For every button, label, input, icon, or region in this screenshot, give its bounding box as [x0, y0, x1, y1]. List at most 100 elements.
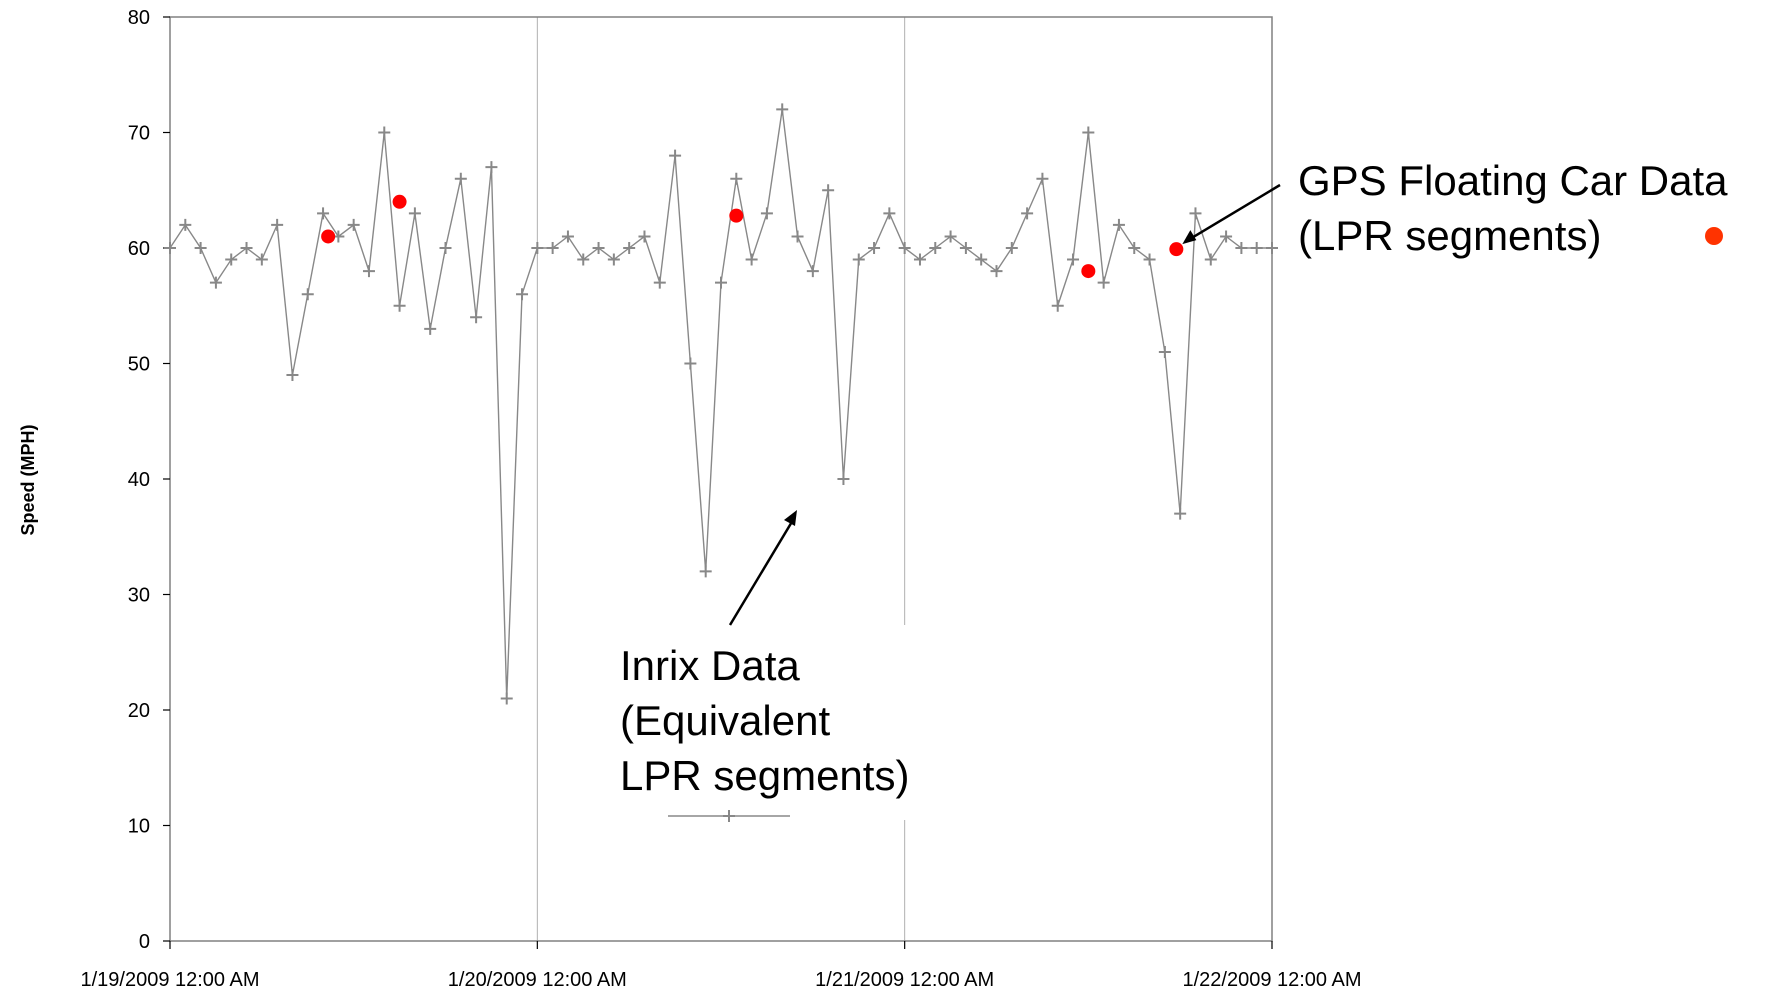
inrix-point [607, 253, 620, 266]
inrix-point [531, 242, 544, 254]
y-tick-label: 50 [128, 354, 150, 376]
inrix-point [546, 242, 559, 254]
inrix-point [500, 692, 513, 705]
inrix-point [1082, 126, 1095, 139]
inrix-point [1128, 242, 1141, 254]
inrix-arrow [728, 519, 795, 626]
inrix-point [837, 473, 850, 485]
inrix-point [1189, 207, 1202, 220]
inrix-point [1266, 242, 1278, 254]
y-axis-title: Speed (MPH) [18, 424, 38, 535]
inrix-point [699, 565, 712, 578]
inrix-point [561, 230, 574, 243]
inrix-point [362, 265, 375, 278]
inrix-point [1204, 253, 1217, 266]
y-tick-label: 30 [128, 585, 150, 607]
inrix-point [1005, 242, 1018, 254]
x-tick-label: 1/21/2009 12:00 AM [815, 969, 994, 990]
gps-point [1169, 242, 1184, 257]
inrix-point [179, 218, 192, 231]
inrix-point [1097, 276, 1110, 289]
inrix-point [194, 242, 207, 254]
inrix-arrow-head [784, 510, 797, 526]
inrix-point [408, 207, 421, 220]
inrix-point [255, 253, 268, 266]
inrix-point [883, 207, 896, 220]
gps-point [321, 229, 336, 244]
x-tick-label: 1/22/2009 12:00 AM [1182, 969, 1361, 990]
gps-annotation-line: GPS Floating Car Data [1298, 157, 1728, 204]
inrix-point [990, 265, 1003, 278]
x-tick-label: 1/20/2009 12:00 AM [448, 969, 627, 990]
inrix-point [424, 322, 437, 335]
inrix-point [485, 161, 498, 174]
inrix-annotation-line: (Equivalent [620, 697, 830, 744]
inrix-point [164, 242, 176, 254]
y-tick-label: 40 [128, 469, 150, 491]
chart-axes [163, 16, 1273, 949]
inrix-point [1143, 253, 1156, 266]
inrix-point [317, 207, 330, 220]
inrix-point [745, 253, 758, 266]
inrix-point [638, 230, 651, 243]
inrix-point [684, 357, 697, 370]
inrix-point [592, 242, 605, 254]
inrix-point [776, 103, 789, 116]
gps-annotation-line: (LPR segments) [1298, 212, 1601, 259]
y-tick-label: 20 [128, 700, 150, 722]
inrix-point [454, 172, 467, 185]
inrix-point [669, 149, 682, 162]
inrix-point [1051, 299, 1064, 312]
inrix-point [868, 242, 881, 254]
inrix-point [806, 265, 819, 278]
inrix-annotation-bg [600, 625, 920, 820]
inrix-series [164, 103, 1278, 705]
gps-point [729, 208, 744, 223]
inrix-point [822, 184, 835, 197]
y-tick-labels: 0 10 20 30 40 50 60 70 80 [128, 7, 150, 953]
inrix-point [286, 369, 299, 382]
inrix-point [929, 242, 942, 254]
inrix-point [378, 126, 391, 139]
inrix-point [470, 311, 483, 324]
inrix-annotation-line: Inrix Data [620, 642, 800, 689]
inrix-point [393, 299, 406, 312]
gps-arrow-head [1182, 230, 1197, 245]
inrix-point [760, 207, 773, 220]
gps-series [321, 194, 1184, 279]
inrix-line [169, 109, 1272, 699]
inrix-point [959, 242, 972, 254]
inrix-point [898, 242, 911, 254]
inrix-legend-marker [723, 810, 735, 822]
y-tick-label: 10 [128, 816, 150, 838]
inrix-point [1220, 230, 1233, 243]
inrix-point [225, 253, 238, 266]
inrix-point [1112, 218, 1125, 231]
inrix-point [730, 172, 743, 185]
inrix-point [715, 276, 727, 289]
inrix-point [301, 288, 314, 301]
inrix-point [209, 276, 222, 289]
inrix-point [1021, 207, 1034, 220]
gps-arrow [1185, 183, 1281, 243]
x-tick-label: 1/19/2009 12:00 AM [80, 969, 259, 990]
inrix-point [1250, 242, 1263, 254]
y-tick-label: 80 [128, 7, 150, 29]
inrix-point [1067, 253, 1080, 266]
gps-annotation: GPS Floating Car Data (LPR segments) [1182, 157, 1728, 259]
inrix-point [653, 276, 666, 289]
inrix-point [623, 242, 636, 254]
inrix-point [852, 253, 865, 266]
inrix-point [577, 253, 590, 266]
inrix-point [1235, 242, 1248, 254]
y-tick-label: 0 [139, 931, 150, 953]
inrix-point [1158, 345, 1171, 358]
inrix-point [975, 253, 988, 266]
inrix-point [1174, 507, 1187, 520]
y-tick-label: 70 [128, 123, 150, 145]
inrix-point [271, 218, 284, 231]
x-tick-labels: 1/19/2009 12:00 AM 1/20/2009 12:00 AM 1/21… [80, 969, 1361, 990]
inrix-point [347, 218, 360, 231]
inrix-point [516, 288, 529, 301]
inrix-point [1036, 172, 1049, 185]
